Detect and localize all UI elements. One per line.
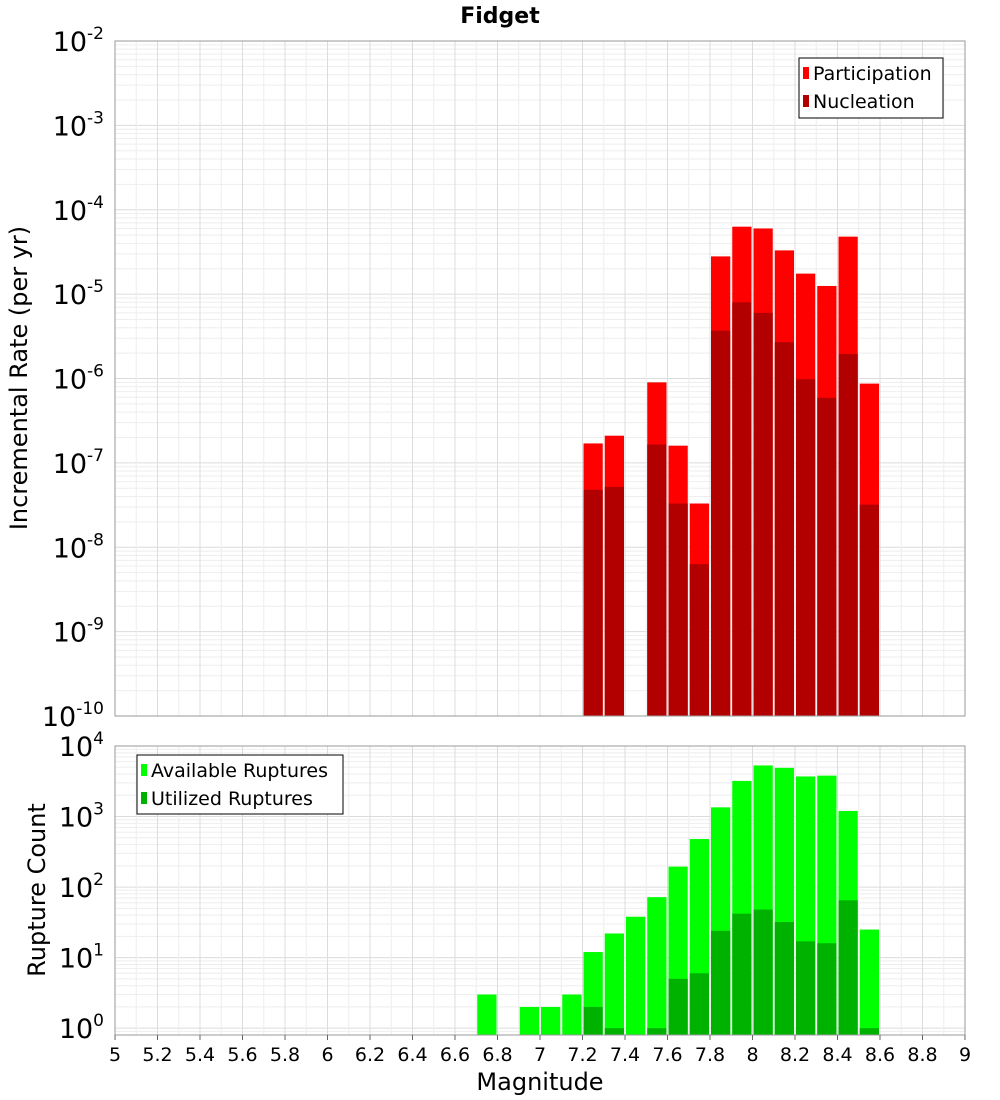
x-tick-label: 7 — [534, 1044, 546, 1066]
x-tick-label: 7.4 — [610, 1044, 640, 1066]
utilized-bar — [583, 1006, 603, 1035]
utilized-bar — [668, 978, 688, 1035]
legend-label-nucleation: Nucleation — [813, 91, 915, 113]
nucleation-bar — [732, 302, 752, 716]
utilized-bar — [647, 1028, 667, 1035]
y-tick-label: 10-9 — [53, 615, 104, 649]
available-bar — [541, 1006, 561, 1035]
legend-swatch-available — [141, 764, 147, 776]
x-tick-label: 8.6 — [865, 1044, 895, 1066]
top-legend: Participation Nucleation — [798, 57, 944, 119]
bottom-plot-bars — [477, 765, 879, 1035]
bottom-legend: Available Ruptures Utilized Ruptures — [136, 754, 344, 815]
x-tick-label: 8.2 — [780, 1044, 810, 1066]
y-tick-label: 10-3 — [53, 108, 104, 142]
nucleation-bar — [796, 379, 816, 716]
legend-label-participation: Participation — [813, 63, 932, 85]
chart-title: Fidget — [460, 4, 540, 29]
available-bar — [562, 994, 582, 1035]
utilized-bar — [604, 1028, 624, 1035]
x-tick-label: 8.4 — [822, 1044, 852, 1066]
y-tick-label: 10-6 — [53, 362, 104, 396]
x-tick-label: 6 — [321, 1044, 333, 1066]
available-bar — [519, 1006, 539, 1035]
y-tick-label: 104 — [59, 729, 104, 763]
x-ticks: 5 5.2 5.4 5.6 5.8 6 6.2 6.4 6.6 6.8 7 7.2 7.4 7.6 7.8 8… — [109, 1035, 971, 1066]
top-y-axis-label: Incremental Rate (per yr) — [5, 226, 33, 530]
x-tick-label: 6.6 — [440, 1044, 470, 1066]
x-tick-label: 8 — [746, 1044, 758, 1066]
x-tick-label: 6.2 — [355, 1044, 385, 1066]
x-tick-label: 5 — [109, 1044, 121, 1066]
utilized-bar — [796, 941, 816, 1035]
legend-swatch-utilized — [141, 792, 147, 804]
y-tick-label: 10-2 — [53, 24, 104, 58]
legend-swatch-participation — [803, 67, 809, 79]
x-tick-label: 9 — [959, 1044, 971, 1066]
nucleation-bar — [838, 354, 858, 716]
nucleation-bar — [753, 312, 773, 716]
bottom-y-ticks: 100 101 102 103 104 — [59, 729, 104, 1045]
y-tick-label: 10-5 — [53, 277, 104, 311]
x-tick-label: 7.2 — [567, 1044, 597, 1066]
y-tick-label: 102 — [59, 870, 104, 904]
x-axis-label: Magnitude — [476, 1068, 603, 1096]
utilized-bar — [859, 1028, 879, 1035]
top-plot-gridlines — [114, 41, 966, 717]
available-bar — [477, 994, 497, 1035]
nucleation-bar — [774, 342, 794, 716]
x-tick-label: 8.8 — [907, 1044, 937, 1066]
y-tick-label: 103 — [59, 800, 104, 834]
x-tick-label: 6.8 — [482, 1044, 512, 1066]
bottom-y-axis-label: Rupture Count — [23, 803, 51, 977]
nucleation-bar — [817, 397, 837, 716]
nucleation-bar — [689, 564, 709, 716]
x-tick-label: 5.2 — [142, 1044, 172, 1066]
x-tick-label: 5.6 — [227, 1044, 257, 1066]
y-tick-label: 10-8 — [53, 530, 104, 564]
utilized-bar — [753, 909, 773, 1035]
y-tick-label: 10-7 — [53, 446, 104, 480]
y-tick-label: 10-4 — [53, 193, 104, 227]
available-bar — [859, 929, 879, 1035]
utilized-bar — [774, 921, 794, 1035]
nucleation-bar — [859, 504, 879, 716]
utilized-bar — [732, 913, 752, 1035]
top-plot-bars — [583, 226, 879, 717]
utilized-bar — [711, 930, 731, 1035]
utilized-bar — [689, 973, 709, 1035]
nucleation-bar — [583, 489, 603, 716]
available-bar — [604, 933, 624, 1035]
legend-label-utilized: Utilized Ruptures — [151, 788, 313, 810]
nucleation-bar — [668, 503, 688, 716]
x-tick-label: 5.4 — [185, 1044, 215, 1066]
utilized-bar — [838, 900, 858, 1035]
x-tick-label: 7.8 — [695, 1044, 725, 1066]
x-tick-label: 6.4 — [397, 1044, 427, 1066]
y-tick-label: 10-10 — [42, 699, 104, 733]
x-tick-label: 7.6 — [652, 1044, 682, 1066]
available-bar — [626, 916, 646, 1035]
nucleation-bar — [604, 486, 624, 716]
top-plot-area — [114, 40, 966, 717]
legend-swatch-nucleation — [803, 95, 809, 107]
nucleation-bar — [647, 444, 667, 716]
y-tick-label: 100 — [59, 1011, 104, 1045]
x-tick-label: 5.8 — [270, 1044, 300, 1066]
available-bar — [647, 897, 667, 1035]
y-tick-label: 101 — [59, 941, 104, 975]
legend-label-available: Available Ruptures — [151, 760, 328, 782]
utilized-bar — [817, 943, 837, 1035]
top-y-ticks: 10-10 10-9 10-8 10-7 10-6 10-5 10-4 10-3 10-2 — [42, 24, 104, 733]
nucleation-bar — [711, 330, 731, 716]
